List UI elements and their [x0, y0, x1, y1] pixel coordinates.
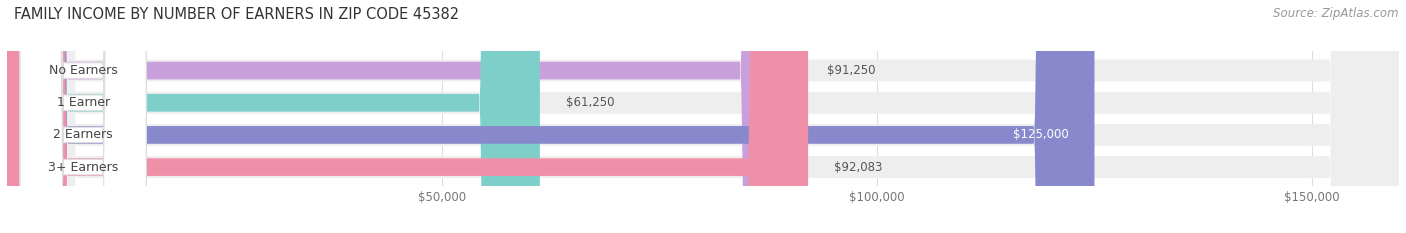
FancyBboxPatch shape	[7, 0, 1399, 233]
Text: 2 Earners: 2 Earners	[53, 128, 112, 141]
Text: Source: ZipAtlas.com: Source: ZipAtlas.com	[1274, 7, 1399, 20]
FancyBboxPatch shape	[7, 0, 1399, 233]
Text: $92,083: $92,083	[834, 161, 883, 174]
Text: $125,000: $125,000	[1012, 128, 1069, 141]
Text: $91,250: $91,250	[827, 64, 876, 77]
FancyBboxPatch shape	[20, 0, 146, 233]
FancyBboxPatch shape	[7, 0, 1399, 233]
Text: FAMILY INCOME BY NUMBER OF EARNERS IN ZIP CODE 45382: FAMILY INCOME BY NUMBER OF EARNERS IN ZI…	[14, 7, 460, 22]
FancyBboxPatch shape	[7, 0, 808, 233]
FancyBboxPatch shape	[20, 0, 146, 233]
FancyBboxPatch shape	[20, 0, 146, 233]
Text: $61,250: $61,250	[567, 96, 614, 109]
FancyBboxPatch shape	[7, 0, 1094, 233]
Text: 1 Earner: 1 Earner	[56, 96, 110, 109]
FancyBboxPatch shape	[20, 0, 146, 233]
FancyBboxPatch shape	[7, 0, 801, 233]
FancyBboxPatch shape	[7, 0, 540, 233]
Text: 3+ Earners: 3+ Earners	[48, 161, 118, 174]
FancyBboxPatch shape	[7, 0, 1399, 233]
Text: No Earners: No Earners	[49, 64, 118, 77]
